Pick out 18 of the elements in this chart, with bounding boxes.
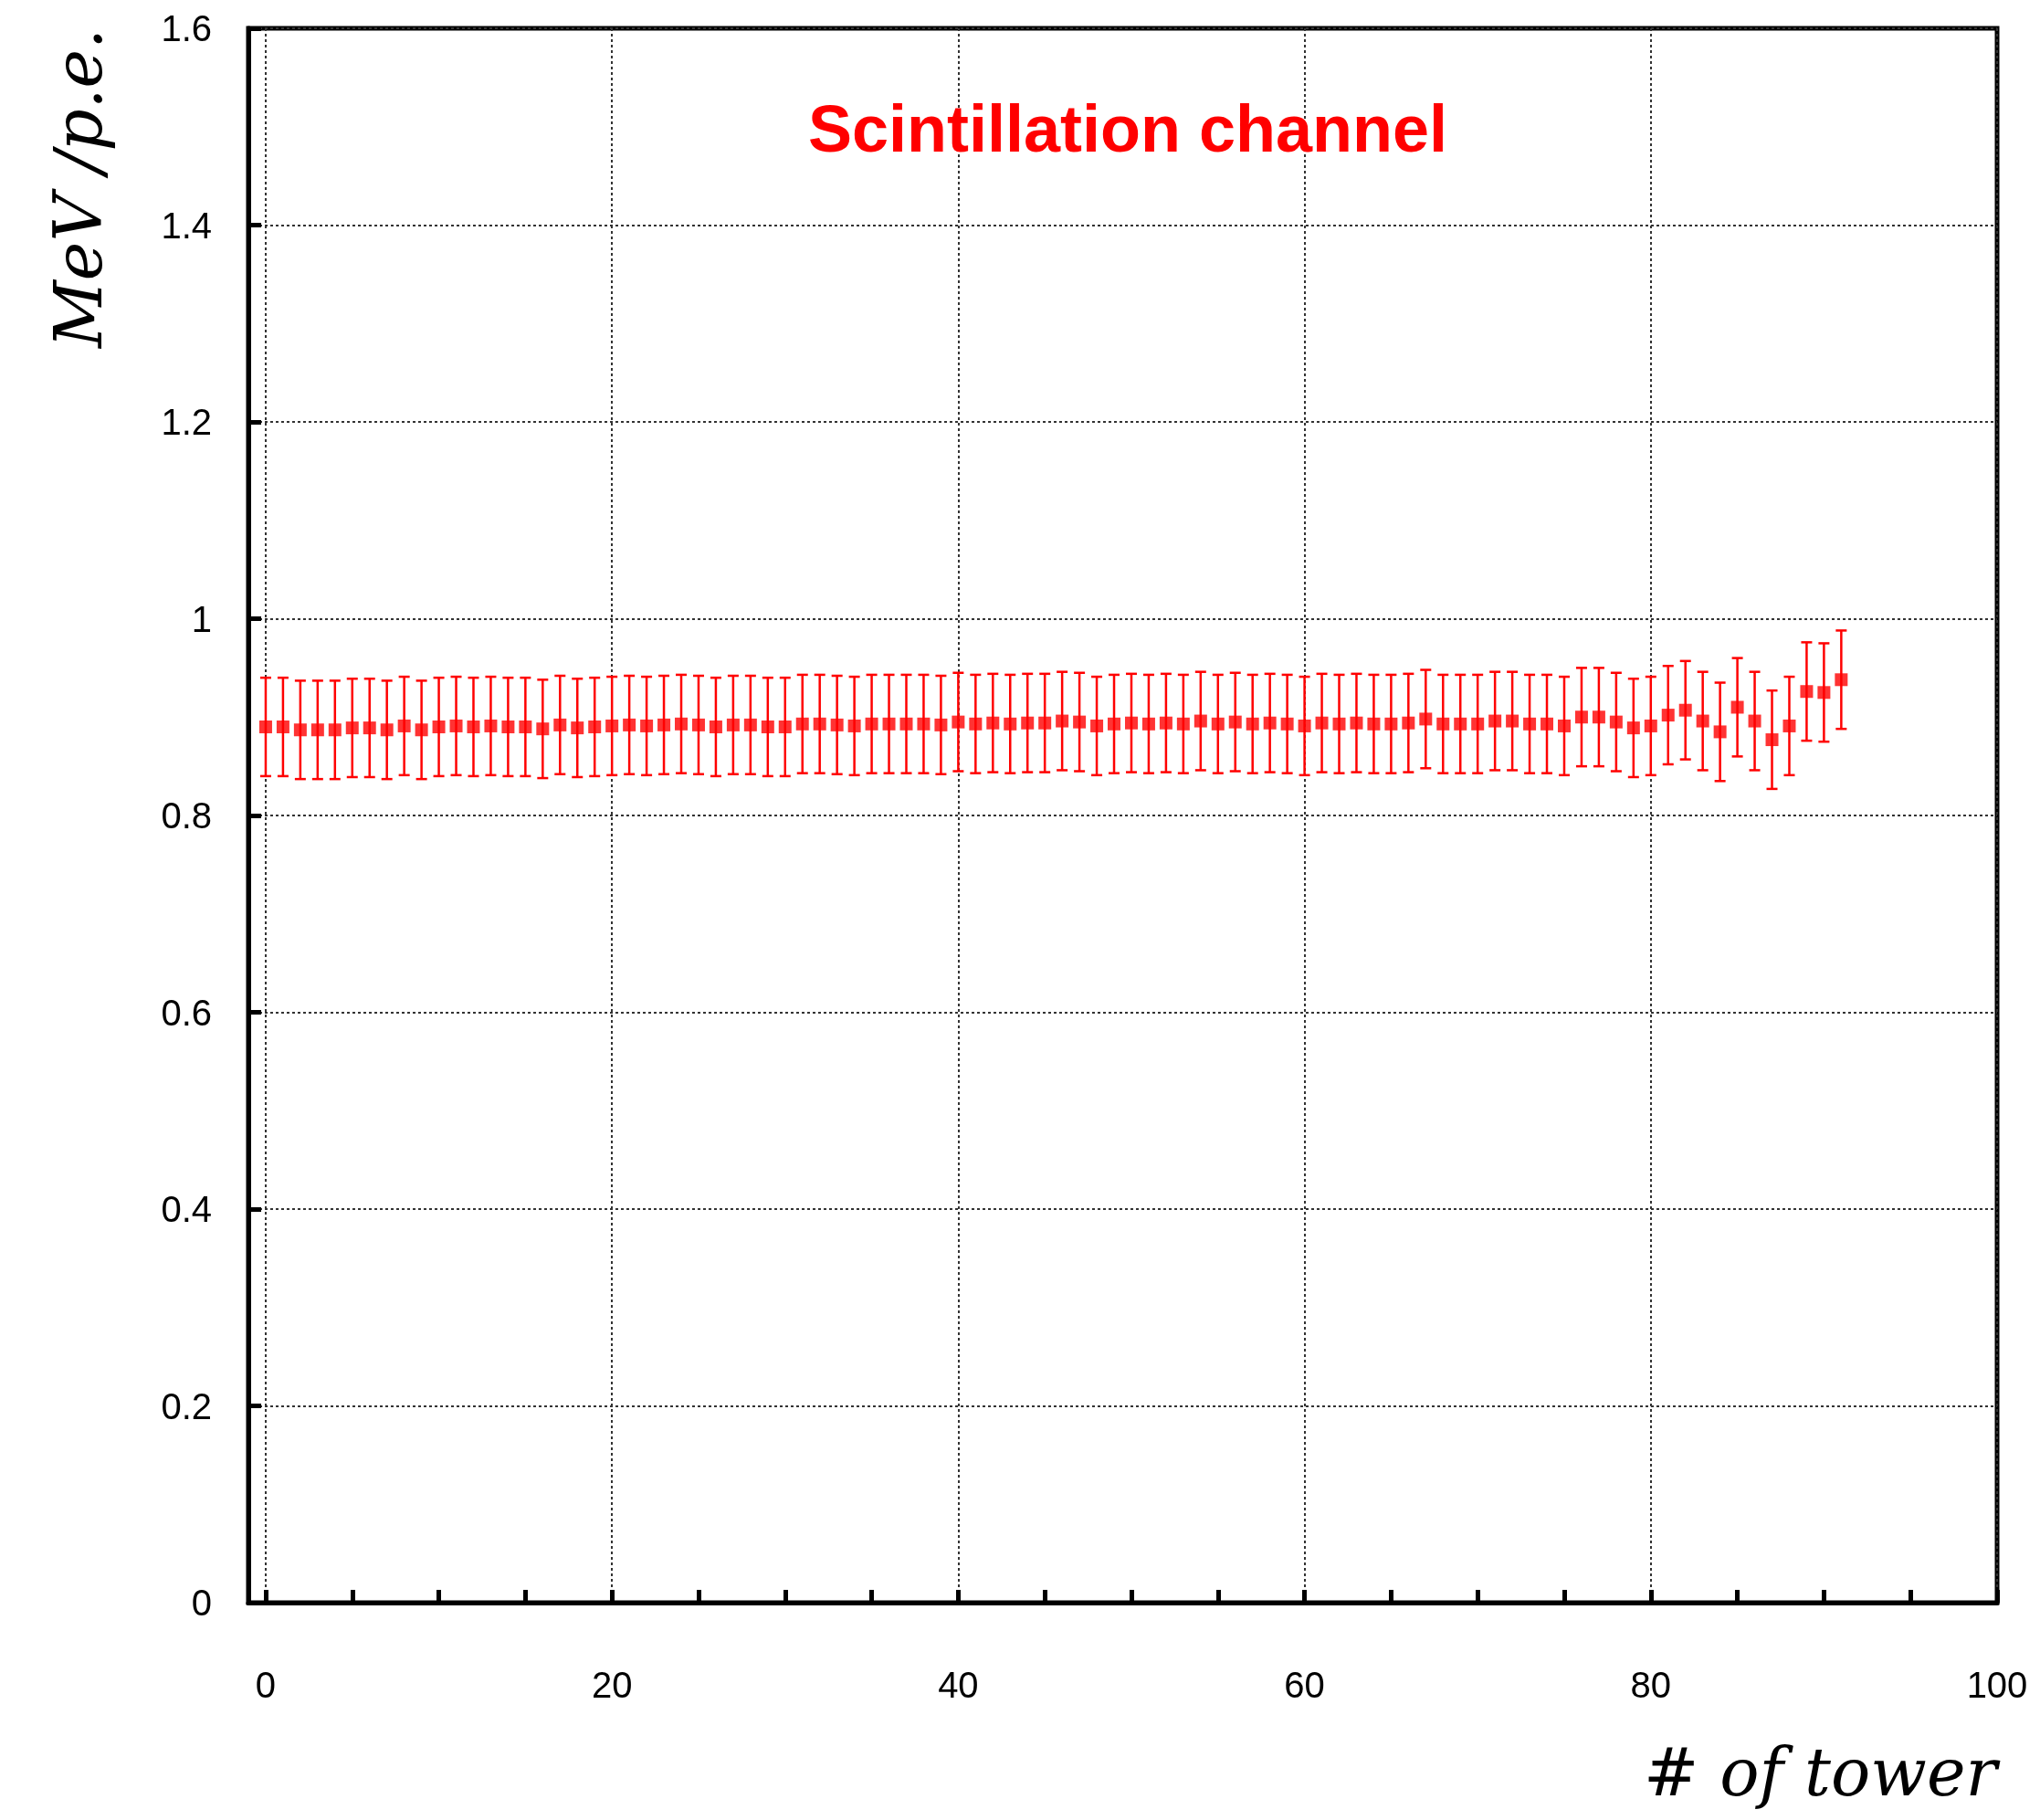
x-tick-label: 20	[591, 1665, 633, 1705]
text: Scintillation channel	[807, 92, 1448, 165]
y-axis-title: MeV /p.e.	[40, 28, 117, 350]
y-tick-label: 0.4	[161, 1189, 212, 1229]
x-tick-label: 0	[255, 1665, 277, 1705]
y-tick-label: 1.6	[161, 8, 212, 48]
y-tick-label: 0	[191, 1583, 212, 1623]
x-tick-label: 40	[938, 1665, 979, 1705]
y-tick-label: 1	[191, 598, 212, 639]
x-tick-label: 80	[1630, 1665, 1672, 1705]
x-axis-title: # of tower	[1643, 1734, 2001, 1811]
x-tick-label: 60	[1284, 1665, 1325, 1705]
x-tick-label: 100	[1966, 1665, 2028, 1705]
y-tick-label: 1.2	[161, 402, 212, 442]
y-tick-label: 0.2	[161, 1385, 212, 1426]
y-tick-label: 0.8	[161, 795, 212, 836]
y-tick-label: 0.6	[161, 992, 212, 1033]
y-tick-label: 1.4	[161, 205, 212, 246]
